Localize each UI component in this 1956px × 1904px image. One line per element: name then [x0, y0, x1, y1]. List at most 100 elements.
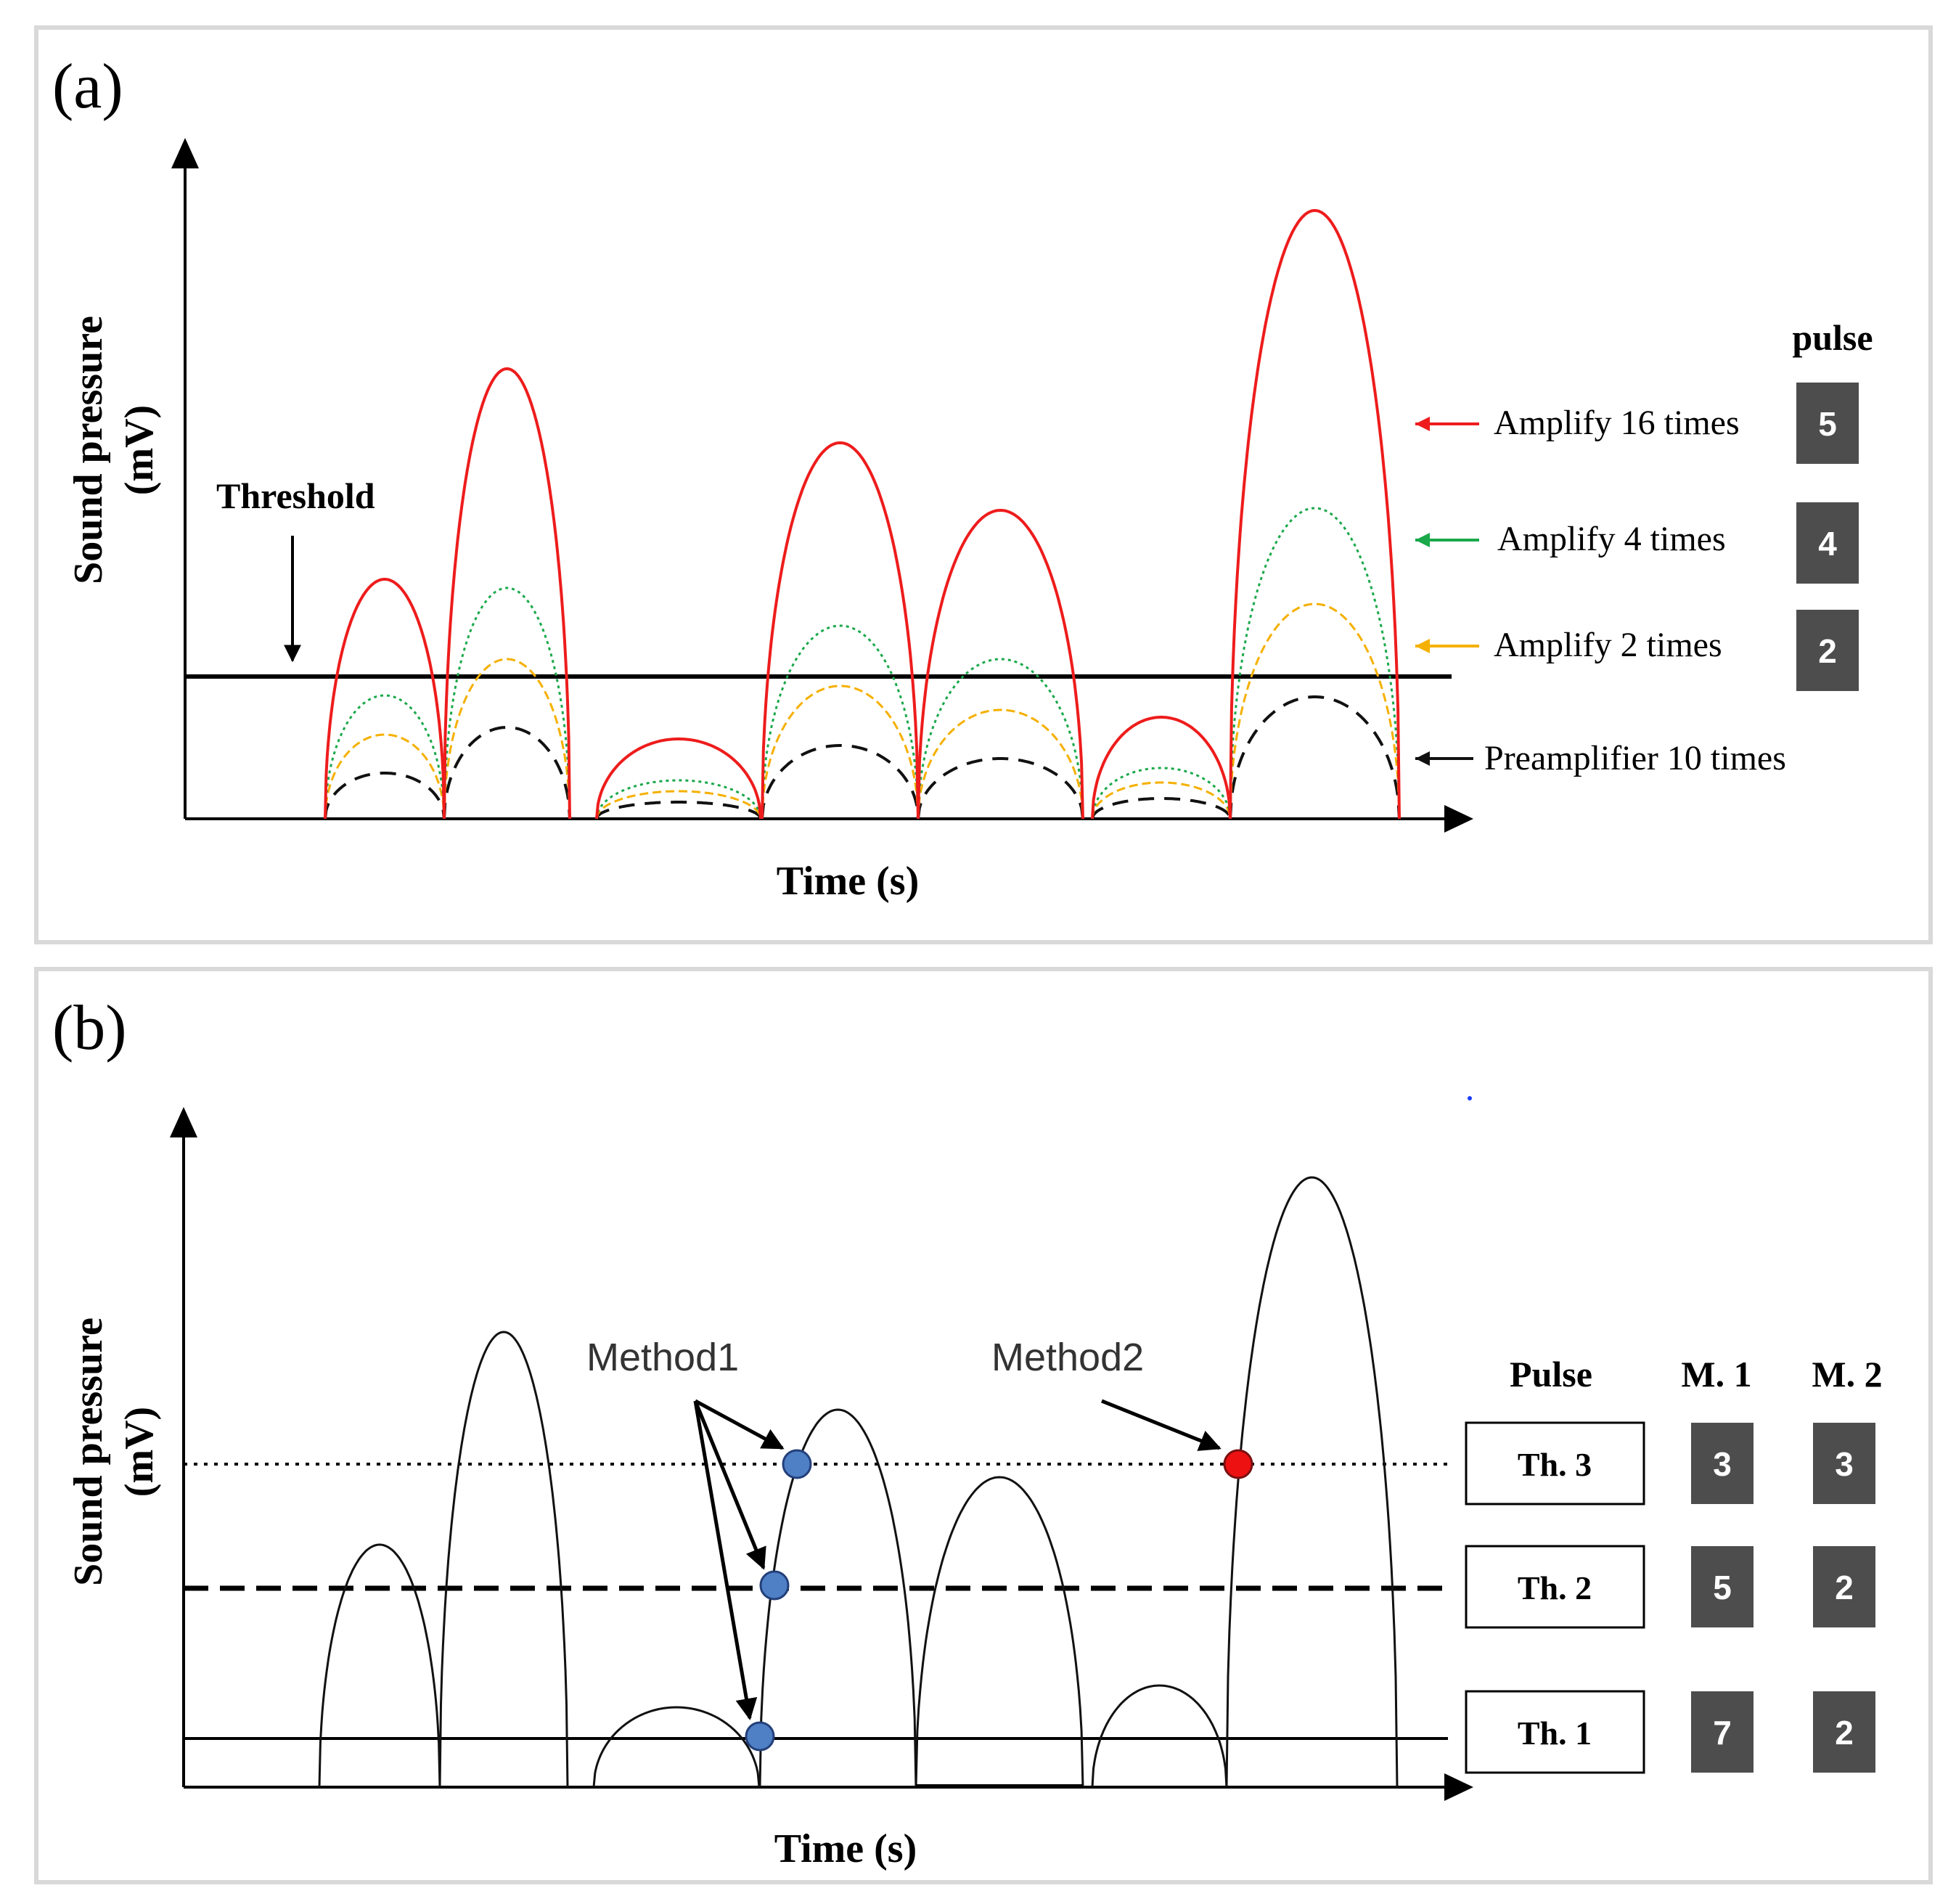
panel-b-ylabel-line2: (mV) [117, 1407, 162, 1497]
panel-a-legend-amp4: Amplify 4 times 4 [1415, 502, 1859, 584]
pulse-badge-amp4 [1796, 502, 1859, 584]
pulse-a-3-amp4 [595, 779, 762, 820]
method2-crossing-th3 [1223, 1449, 1253, 1479]
panel-a-legend-amp2: Amplify 2 times 2 [1415, 610, 1859, 691]
panel-a-ylabel-line1: Sound pressure [66, 316, 111, 584]
pulse-a-4-amp16 [761, 441, 920, 820]
method2-arrow [1101, 1399, 1222, 1451]
pulse-a-1-preamp [324, 772, 446, 820]
pulse-a-2-amp2 [443, 658, 571, 820]
pulse-a-5-preamp [917, 757, 1084, 820]
panel-a-ylabel-line2: (mV) [117, 405, 162, 495]
pulse-a-2-amp16 [443, 367, 571, 820]
panel-a-y-title: Sound pressure (mV) [66, 316, 162, 584]
threshold-label-th3: Th. 3 [1518, 1446, 1592, 1483]
pulse-a-7-amp16 [1229, 208, 1401, 820]
table-row-th2: Th. 2 5 2 [1465, 1545, 1875, 1629]
threshold-label-th1: Th. 1 [1518, 1715, 1592, 1752]
m2-value-th2: 2 [1835, 1569, 1854, 1606]
pulse-a-5-amp16 [917, 508, 1084, 820]
pulse-a-2-amp4 [443, 587, 571, 820]
pulse-b-3 [592, 1706, 761, 1788]
legend-text-amp16: Amplify 16 times [1494, 404, 1740, 442]
threshold-box-th1 [1465, 1690, 1645, 1774]
pulse-a-4-amp4 [761, 624, 920, 820]
legend-text-amp4: Amplify 4 times [1497, 520, 1726, 558]
panel-a-legend-pre: Preamplifier 10 times [1415, 739, 1786, 777]
m1-badge-th3 [1691, 1423, 1754, 1504]
pulse-a-3-amp2 [595, 790, 762, 820]
m2-badge-th3 [1813, 1423, 1875, 1504]
panel-a: (a) Sound pressure (mV) Time (s) Thresho… [34, 25, 1933, 944]
pulse-a-7-amp2 [1229, 602, 1401, 820]
threshold-box-th3 [1465, 1421, 1645, 1505]
pulse-a-6-preamp [1091, 797, 1232, 820]
panel-a-legend-amp16: Amplify 16 times 5 [1415, 383, 1859, 464]
panel-b-y-title: Sound pressure (mV) [66, 1317, 162, 1586]
table-row-th3: Th. 3 3 3 [1465, 1421, 1875, 1505]
pulse-a-5-amp2 [917, 708, 1084, 820]
method1-label: Method1 [586, 1336, 739, 1379]
method1-arrow-th2 [693, 1400, 766, 1570]
pulse-a-6-amp2 [1091, 781, 1232, 820]
pulse-b-5 [914, 1476, 1084, 1788]
panel-b: (b) Sound pressure (mV) Time (s) Method1… [34, 967, 1933, 1884]
pulse-a-7-preamp [1229, 695, 1401, 820]
m2-badge-th1 [1813, 1691, 1875, 1773]
panel-b-ylabel-line1: Sound pressure [66, 1317, 111, 1586]
legend-text-pre: Preamplifier 10 times [1484, 739, 1786, 777]
panel-b-x-arrowhead [1444, 1773, 1473, 1801]
pulse-a-6-amp16 [1091, 716, 1232, 820]
m2-badge-th2 [1813, 1546, 1875, 1627]
pulse-a-3-amp16 [595, 738, 762, 820]
pulse-b-1 [318, 1543, 441, 1788]
pulse-b-2 [438, 1331, 569, 1788]
legend-arrowhead-amp4 [1415, 533, 1430, 547]
pulse-badge-amp16-value: 5 [1818, 405, 1837, 443]
method1-crossing-th1 [745, 1721, 775, 1752]
pulse-b-7 [1225, 1176, 1399, 1788]
pulse-a-1-amp2 [324, 733, 446, 820]
pulse-a-4-preamp [761, 744, 920, 820]
m1-value-th3: 3 [1713, 1445, 1732, 1483]
m2-value-th3: 3 [1835, 1445, 1854, 1483]
pulse-badge-amp4-value: 4 [1818, 525, 1837, 563]
pulse-badge-amp2 [1796, 610, 1859, 691]
table-header-pulse: Pulse [1510, 1354, 1592, 1394]
panel-a-pulse-header: pulse [1792, 317, 1873, 358]
panel-b-xlabel: Time (s) [774, 1826, 917, 1871]
pulse-b-6 [1091, 1684, 1228, 1788]
method2-label: Method2 [991, 1336, 1144, 1379]
threshold-label-th2: Th. 2 [1518, 1569, 1592, 1606]
pulse-badge-amp16 [1796, 383, 1859, 464]
legend-arrowhead-amp2 [1415, 639, 1430, 653]
panel-b-label: (b) [52, 993, 127, 1063]
panel-b-y-arrowhead [170, 1107, 197, 1137]
panel-a-frame [34, 25, 1933, 944]
stray-dot [1468, 1096, 1472, 1100]
m1-badge-th2 [1691, 1546, 1754, 1627]
method1-crossing-th3 [782, 1449, 812, 1479]
pulse-a-6-amp4 [1091, 767, 1232, 820]
m1-value-th1: 7 [1713, 1714, 1732, 1752]
panel-a-y-arrowhead [171, 138, 199, 168]
method1-arrow-th3 [694, 1399, 785, 1450]
method1-arrow-th1 [693, 1400, 758, 1720]
panel-a-threshold-label: Threshold [216, 475, 375, 516]
table-row-th1: Th. 1 7 2 [1465, 1690, 1875, 1774]
m1-badge-th1 [1691, 1691, 1754, 1773]
method1-crossing-th2 [759, 1570, 790, 1601]
legend-arrowhead-amp16 [1415, 417, 1430, 431]
threshold-box-th2 [1465, 1545, 1645, 1629]
m2-value-th1: 2 [1835, 1714, 1854, 1752]
pulse-a-1-amp16 [324, 578, 446, 820]
pulse-b-4 [758, 1408, 917, 1788]
panel-b-pulse-curves [318, 1176, 1399, 1788]
legend-text-amp2: Amplify 2 times [1494, 626, 1722, 664]
table-header-m2: M. 2 [1812, 1354, 1882, 1394]
panel-a-x-arrowhead [1444, 805, 1473, 833]
pulse-a-3-preamp [595, 801, 762, 820]
pulse-a-7-amp4 [1229, 507, 1401, 820]
m1-value-th2: 5 [1713, 1569, 1732, 1606]
